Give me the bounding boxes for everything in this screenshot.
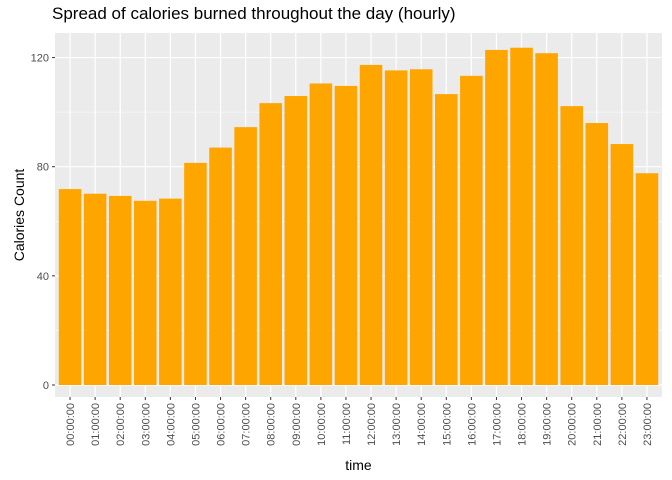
bar-06:00:00 — [209, 147, 232, 385]
bar-04:00:00 — [159, 198, 182, 385]
bar-20:00:00 — [560, 106, 583, 385]
bar-17:00:00 — [485, 49, 508, 385]
x-tick-label: 06:00:00 — [216, 403, 228, 446]
bar-18:00:00 — [510, 47, 533, 385]
bar-21:00:00 — [585, 123, 609, 385]
x-tick-label: 18:00:00 — [517, 403, 529, 446]
x-tick-label: 22:00:00 — [617, 403, 629, 446]
y-tick-label: 40 — [37, 271, 49, 283]
x-tick-label: 21:00:00 — [592, 403, 604, 446]
bar-02:00:00 — [108, 195, 132, 385]
y-axis: 0 40 80 120 — [31, 53, 55, 392]
bar-19:00:00 — [535, 53, 558, 385]
x-axis-title: time — [345, 457, 372, 473]
chart-title: Spread of calories burned throughout the… — [52, 4, 456, 23]
x-tick-label: 14:00:00 — [416, 403, 428, 446]
y-axis-title: Calories Count — [11, 169, 27, 262]
bar-22:00:00 — [610, 144, 634, 385]
bar-03:00:00 — [134, 200, 157, 385]
x-tick-label: 07:00:00 — [241, 403, 253, 446]
bar-23:00:00 — [635, 173, 659, 385]
x-axis: 00:00:00 01:00:00 02:00:00 03:00:00 04:00:00… — [65, 397, 654, 446]
y-tick-label: 80 — [37, 162, 49, 174]
y-tick-label: 0 — [43, 380, 49, 392]
x-tick-label: 15:00:00 — [441, 403, 453, 446]
bar-14:00:00 — [409, 69, 433, 385]
bars — [58, 47, 659, 385]
bar-08:00:00 — [259, 103, 282, 385]
x-tick-label: 04:00:00 — [165, 403, 177, 446]
bar-05:00:00 — [184, 162, 207, 385]
x-tick-label: 23:00:00 — [642, 403, 654, 446]
x-tick-label: 09:00:00 — [291, 403, 303, 446]
x-tick-label: 17:00:00 — [491, 403, 503, 446]
bar-10:00:00 — [309, 83, 333, 385]
x-tick-label: 08:00:00 — [266, 403, 278, 446]
y-tick-label: 120 — [31, 53, 49, 65]
x-tick-label: 13:00:00 — [391, 403, 403, 446]
x-tick-label: 19:00:00 — [542, 403, 554, 446]
x-tick-label: 02:00:00 — [115, 403, 127, 446]
x-tick-label: 05:00:00 — [190, 403, 202, 446]
bar-12:00:00 — [359, 64, 383, 385]
bar-16:00:00 — [460, 75, 483, 385]
x-tick-label: 03:00:00 — [140, 403, 152, 446]
bar-01:00:00 — [83, 193, 107, 385]
x-tick-label: 01:00:00 — [90, 403, 102, 446]
bar-13:00:00 — [384, 70, 408, 385]
x-tick-label: 00:00:00 — [65, 403, 77, 446]
bar-00:00:00 — [58, 189, 82, 385]
x-tick-label: 12:00:00 — [366, 403, 378, 446]
bar-07:00:00 — [234, 127, 257, 385]
x-tick-label: 20:00:00 — [567, 403, 579, 446]
x-tick-label: 16:00:00 — [466, 403, 478, 446]
x-tick-label: 11:00:00 — [341, 403, 353, 445]
bar-15:00:00 — [435, 94, 458, 385]
x-tick-label: 10:00:00 — [316, 403, 328, 446]
bar-11:00:00 — [334, 85, 358, 385]
bar-09:00:00 — [284, 96, 308, 385]
